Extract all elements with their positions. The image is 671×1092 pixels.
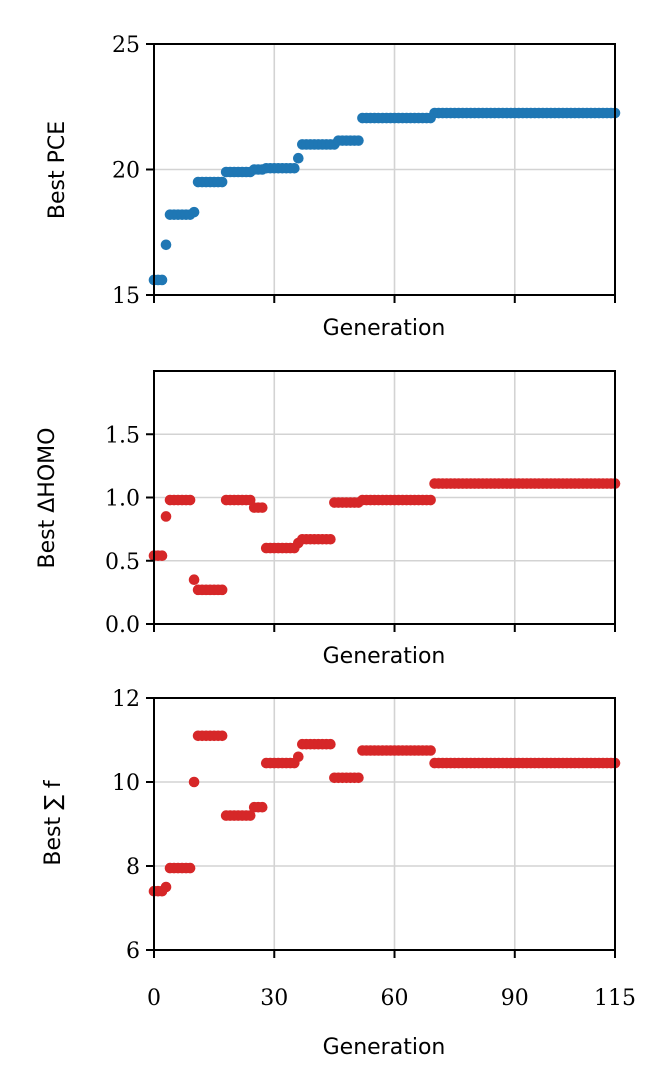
sumf-data-point [325, 738, 336, 750]
sumf-data-points [148, 730, 621, 897]
sumf-data-point [293, 751, 304, 763]
pce-y-axis-label: Best PCE [45, 121, 70, 219]
pce-data-point [188, 206, 200, 218]
sumf-y-tick-label: 6 [126, 939, 140, 964]
sumf-data-point [184, 862, 196, 874]
sumf-data-point [188, 776, 200, 788]
homo-y-tick-label: 1.0 [105, 487, 140, 512]
pce-y-tick-label: 15 [112, 284, 140, 309]
homo-data-point [188, 574, 200, 586]
homo-data-point [425, 494, 436, 506]
pce-data-point [160, 239, 172, 251]
homo-data-point [256, 502, 268, 513]
sumf-data-point [160, 881, 172, 893]
pce-data-point [216, 176, 228, 188]
homo-ticks: 0.0 0.5 1.0 1.5 [105, 423, 616, 638]
pce-ticks: 15 20 25 [112, 33, 616, 309]
sumf-x-tick-label: 115 [594, 986, 636, 1011]
pce-y-tick-label: 20 [112, 159, 140, 184]
sumf-y-axis-label: Best ∑ f [41, 779, 66, 866]
sumf-data-point [244, 810, 256, 821]
pce-panel: 15 20 25 Generation Best PCE [45, 33, 621, 341]
homo-data-point [216, 584, 228, 596]
sumf-data-point [425, 745, 436, 756]
sumf-panel: 0 30 60 90 115 6 8 10 12 Generation Best ∑ f [41, 687, 636, 1060]
sumf-data-point [353, 772, 364, 784]
homo-data-point [184, 494, 196, 506]
homo-y-axis-label: Best ΔHOMO [35, 428, 60, 569]
sumf-x-axis-label: Generation [323, 1035, 446, 1060]
pce-y-tick-label: 25 [112, 33, 140, 58]
sumf-x-tick-label: 30 [260, 986, 288, 1011]
homo-y-tick-label: 0.0 [105, 613, 140, 638]
pce-data-point [353, 135, 364, 146]
homo-panel: 0.0 0.5 1.0 1.5 Generation Best ΔHOMO [35, 370, 621, 669]
sumf-y-tick-label: 12 [112, 687, 140, 712]
homo-x-axis-label: Generation [323, 644, 446, 669]
pce-data-point [293, 152, 304, 164]
sumf-data-point [216, 730, 228, 742]
sumf-x-tick-label: 60 [381, 986, 409, 1011]
homo-data-point [156, 550, 168, 561]
sumf-ticks: 0 30 60 90 115 6 8 10 12 [112, 687, 636, 1011]
pce-data-point [289, 162, 300, 174]
homo-data-points [148, 478, 621, 596]
sumf-grid [154, 698, 615, 950]
sumf-y-tick-label: 10 [112, 771, 140, 796]
pce-data-points [148, 107, 621, 286]
sumf-x-tick-label: 90 [501, 986, 529, 1011]
sumf-x-tick-label: 0 [147, 986, 161, 1011]
sumf-y-tick-label: 8 [126, 855, 140, 880]
pce-data-point [156, 274, 168, 286]
sumf-axes-frame [153, 697, 616, 951]
pce-x-axis-label: Generation [323, 316, 446, 341]
homo-y-tick-label: 0.5 [105, 550, 140, 575]
homo-data-point [160, 511, 172, 522]
homo-y-tick-label: 1.5 [105, 423, 140, 448]
sumf-data-point [256, 801, 268, 813]
homo-data-point [325, 533, 336, 545]
